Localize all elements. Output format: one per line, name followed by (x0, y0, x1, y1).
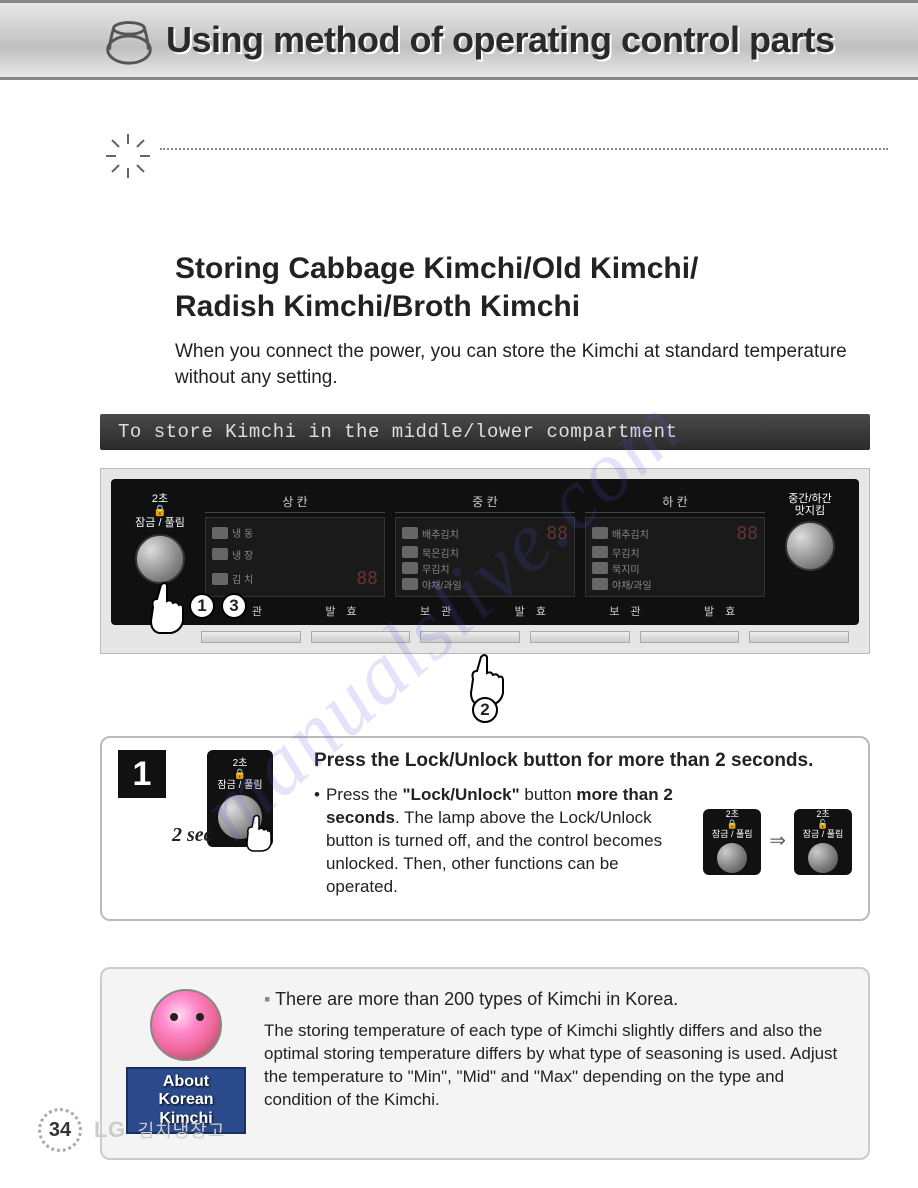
arrow-icon: ⇒ (769, 828, 786, 855)
page-header-band: Using method of operating control parts (0, 0, 918, 80)
lock-knob-label: 2초 🔒 잠금 / 풀림 (135, 493, 185, 529)
step-content: Press the Lock/Unlock button for more th… (314, 750, 852, 899)
display-body-lower: 배추김치88 무김치 묵지미 야채/과일 (585, 517, 765, 597)
display-head-middle: 중 칸 (395, 493, 575, 513)
panel-tab-row (201, 631, 849, 643)
sunburst-icon (100, 128, 156, 184)
marker-3: 3 (221, 593, 247, 619)
taste-keep-knob[interactable] (785, 521, 835, 571)
control-panel-frame: 2초 🔒 잠금 / 풀림 상 칸 냉 동 냉 장 김 치88 중 칸 배추김치8… (100, 468, 870, 654)
display-body-upper: 냉 동 냉 장 김 치88 (205, 517, 385, 597)
display-col-lower: 하 칸 배추김치88 무김치 묵지미 야채/과일 (585, 493, 765, 597)
panel-tab[interactable] (530, 631, 630, 643)
hand-icon (240, 813, 276, 853)
marker-1: 1 (189, 593, 215, 619)
page-title: Using method of operating control parts (166, 19, 835, 61)
section-description: When you connect the power, you can stor… (175, 339, 858, 390)
subheader-bar: To store Kimchi in the middle/lower comp… (100, 414, 870, 450)
lock-knob-column: 2초 🔒 잠금 / 풀림 (125, 493, 195, 583)
page-number-badge: 34 (38, 1108, 82, 1152)
step-number-badge: 1 (118, 750, 166, 798)
about-heading: There are more than 200 types of Kimchi … (264, 989, 844, 1010)
marker-2: 2 (472, 697, 498, 723)
panel-tab[interactable] (201, 631, 301, 643)
state-box-unlocked: 2초🔓잠금 / 풀림 (794, 809, 852, 875)
panel-tab[interactable] (420, 631, 520, 643)
taste-knob-column: 중간/하간 맛지킴 (775, 493, 845, 571)
panel-tab[interactable] (311, 631, 411, 643)
display-head-lower: 하 칸 (585, 493, 765, 513)
step-body: • Press the "Lock/Unlock" button more th… (314, 784, 852, 899)
about-body: The storing temperature of each type of … (264, 1020, 844, 1112)
display-col-middle: 중 칸 배추김치88 묵은김치 무김치 야채/과일 (395, 493, 575, 597)
display-col-upper: 상 칸 냉 동 냉 장 김 치88 (205, 493, 385, 597)
step-heading: Press the Lock/Unlock button for more th… (314, 750, 852, 772)
hand-press-icon (141, 577, 191, 637)
section-title-line2: Radish Kimchi/Broth Kimchi (175, 290, 580, 323)
character-avatar (150, 989, 222, 1061)
state-box-locked: 2초🔒잠금 / 풀림 (703, 809, 761, 875)
state-transition: 2초🔒잠금 / 풀림 ⇒ 2초🔓잠금 / 풀림 (703, 784, 852, 899)
page-footer: 34 LG 김치냉장고 (38, 1108, 225, 1152)
control-panel: 2초 🔒 잠금 / 풀림 상 칸 냉 동 냉 장 김 치88 중 칸 배추김치8… (111, 479, 859, 625)
footer-product-name: 김치냉장고 (138, 1117, 226, 1143)
marker-1-3-group: 1 3 (189, 593, 247, 619)
step-illustration: 2초🔒 잠금 / 풀림 2 sec (180, 750, 300, 847)
state-knob-locked (717, 843, 747, 873)
footer-brand: LG (94, 1117, 126, 1143)
lock-unlock-knob[interactable] (135, 534, 185, 584)
step-1-box: 1 2초🔒 잠금 / 풀림 2 sec Press the Lock/Unloc… (100, 736, 870, 921)
pot-icon (100, 9, 158, 67)
panel-bottom-labels: 보 관 발 효 보 관 발 효 보 관 발 효 (201, 603, 769, 619)
step-bullet-text: • Press the "Lock/Unlock" button more th… (314, 784, 691, 899)
mini-lock-panel: 2초🔒 잠금 / 풀림 (207, 750, 272, 847)
section-heading-block: Storing Cabbage Kimchi/Old Kimchi/ Radis… (175, 250, 858, 390)
two-sec-label: 2 sec (172, 824, 213, 847)
about-content: There are more than 200 types of Kimchi … (264, 989, 844, 1134)
panel-tab[interactable] (749, 631, 849, 643)
display-body-middle: 배추김치88 묵은김치 무김치 야채/과일 (395, 517, 575, 597)
mini-lock-knob[interactable] (218, 795, 262, 839)
section-title-line1: Storing Cabbage Kimchi/Old Kimchi/ (175, 252, 698, 285)
taste-knob-label: 중간/하간 맛지킴 (788, 493, 832, 517)
section-title: Storing Cabbage Kimchi/Old Kimchi/ Radis… (175, 250, 858, 325)
mini-lock-label: 2초🔒 잠금 / 풀림 (217, 758, 262, 791)
display-head-upper: 상 칸 (205, 493, 385, 513)
dotted-divider (160, 148, 888, 150)
state-knob-unlocked (808, 843, 838, 873)
panel-tab[interactable] (640, 631, 740, 643)
